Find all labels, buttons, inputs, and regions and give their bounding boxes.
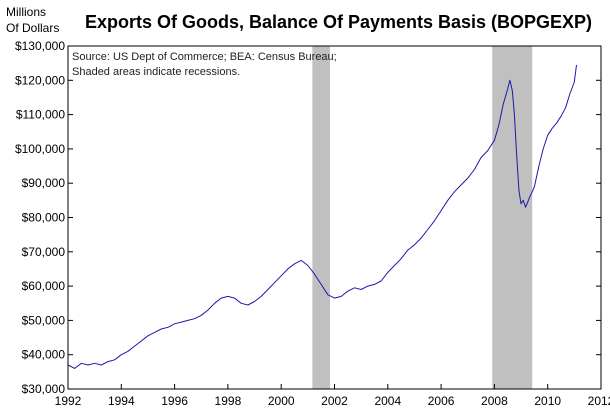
y-tick-label: $50,000 [22, 313, 66, 327]
x-tick-label: 2006 [428, 394, 455, 408]
x-tick-label: 2002 [321, 394, 348, 408]
y-tick-label: $30,000 [22, 382, 66, 396]
y-axis-unit-line-2: Of Dollars [6, 21, 59, 35]
plot-frame [67, 45, 602, 390]
y-tick-label: $110,000 [16, 108, 65, 122]
x-tick-label: 1998 [215, 394, 242, 408]
y-tick-label: $40,000 [22, 348, 66, 362]
recession-shading [312, 46, 533, 389]
x-tick-label: 1992 [55, 394, 82, 408]
chart-title: Exports Of Goods, Balance Of Payments Ba… [85, 11, 592, 32]
x-tick-label: 2012 [588, 394, 610, 408]
x-tick-label: 2008 [481, 394, 508, 408]
recession-band-2 [492, 46, 533, 389]
y-tick-label: $60,000 [22, 279, 66, 293]
y-tick-label: $130,000 [15, 39, 65, 53]
axis-ticks: $30,000 $40,000 $50,000 $60,000 $70,000 $80,0… [15, 39, 610, 408]
x-tick-label: 1994 [108, 394, 135, 408]
x-tick-label: 1996 [161, 394, 188, 408]
x-tick-label: 2010 [534, 394, 561, 408]
y-tick-label: $100,000 [15, 142, 65, 156]
recession-band-1 [312, 46, 330, 389]
x-tick-label: 2000 [268, 394, 295, 408]
y-axis-unit-line-1: Millions [6, 5, 46, 19]
y-tick-label: $70,000 [22, 245, 66, 259]
y-tick-label: $120,000 [15, 73, 65, 87]
source-note-line-2: Shaded areas indicate recessions. [72, 66, 240, 78]
x-tick-label: 2004 [374, 394, 401, 408]
y-tick-label: $90,000 [22, 176, 66, 190]
series-line-bopgexp [67, 64, 577, 369]
source-note-line-1: Source: US Dept of Commerce; BEA: Census… [72, 51, 337, 63]
y-tick-label: $80,000 [22, 211, 66, 225]
